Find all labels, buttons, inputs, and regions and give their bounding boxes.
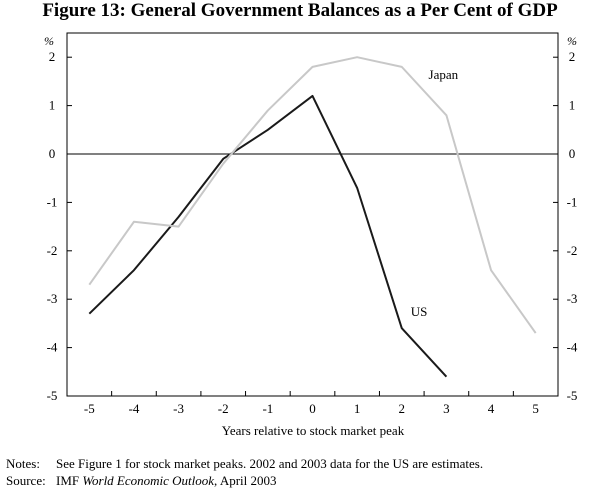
y-tick-label-right: -2 (567, 243, 578, 258)
y-tick-label-left: -4 (47, 340, 58, 355)
y-tick-label-right: 2 (569, 49, 576, 64)
notes-key: Notes: (6, 456, 40, 471)
y-tick-label-left: 0 (49, 146, 56, 161)
x-tick-label: -3 (173, 401, 184, 416)
x-tick-label: 5 (532, 401, 539, 416)
notes-text: See Figure 1 for stock market peaks. 200… (56, 456, 484, 471)
plot-frame (66, 32, 559, 397)
notes-line: Notes: See Figure 1 for stock market peak… (6, 455, 483, 472)
x-tick-label: 2 (399, 401, 406, 416)
x-tick-label: 1 (354, 401, 361, 416)
x-tick-label: 4 (488, 401, 495, 416)
series-line-japan (88, 56, 537, 334)
series-label-japan: Japan (429, 67, 459, 82)
y-tick-label-left: -1 (47, 194, 58, 209)
x-tick-label: -5 (84, 401, 95, 416)
source-line: Source: IMF World Economic Outlook, April… (6, 472, 277, 489)
y-tick-label-right: -3 (567, 291, 578, 306)
source-publication: World Economic Outlook (82, 473, 215, 488)
left-unit-label: % (44, 34, 54, 48)
y-tick-label-left: -2 (47, 243, 58, 258)
y-tick-label-right: -5 (567, 388, 578, 403)
x-tick-label: -4 (129, 401, 140, 416)
x-tick-label: -1 (262, 401, 273, 416)
source-prefix: IMF (56, 473, 83, 488)
series-line-us (88, 94, 448, 378)
y-tick-label-right: -1 (567, 194, 578, 209)
x-tick-label: 3 (443, 401, 450, 416)
y-tick-label-right: 0 (569, 146, 576, 161)
x-tick-label: 0 (309, 401, 316, 416)
source-suffix: , April 2003 (214, 473, 277, 488)
x-tick-label: -2 (218, 401, 229, 416)
y-tick-label-left: -5 (47, 388, 58, 403)
y-tick-label-left: 1 (49, 98, 56, 113)
y-tick-label-right: -4 (567, 340, 578, 355)
series-label-us: US (411, 304, 428, 319)
y-tick-label-left: 2 (49, 49, 56, 64)
x-axis-label: Years relative to stock market peak (222, 423, 405, 438)
y-tick-label-left: -3 (47, 291, 58, 306)
chart-title: Figure 13: General Government Balances a… (42, 0, 558, 21)
right-unit-label: % (567, 34, 577, 48)
source-key: Source: (6, 473, 46, 488)
y-tick-label-right: 1 (569, 98, 576, 113)
